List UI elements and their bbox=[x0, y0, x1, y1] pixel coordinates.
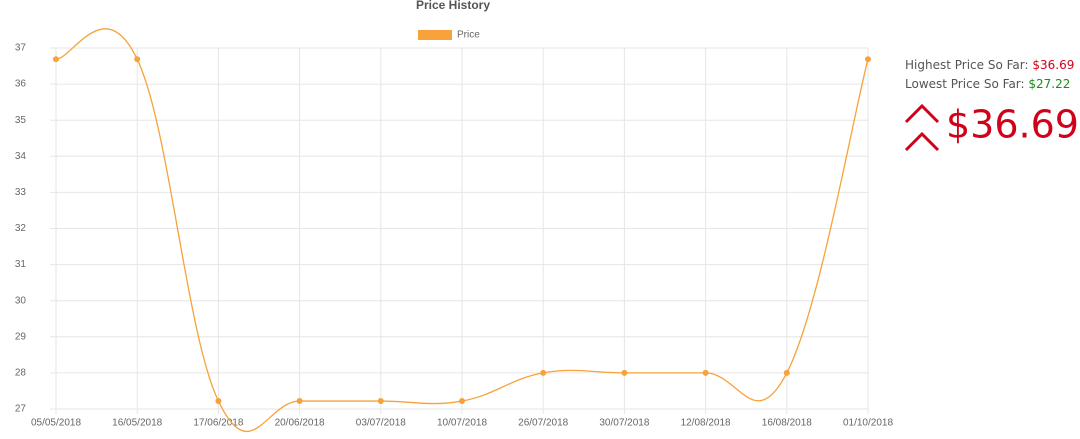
legend-swatch bbox=[418, 30, 452, 40]
y-tick-label: 34 bbox=[15, 151, 27, 162]
current-price: $36.69 bbox=[946, 103, 1079, 147]
x-tick-label: 16/08/2018 bbox=[762, 418, 812, 429]
x-tick-label: 30/07/2018 bbox=[599, 418, 649, 429]
lowest-label: Lowest Price So Far: $27.22 bbox=[905, 77, 1070, 91]
y-tick-label: 27 bbox=[15, 404, 27, 415]
point bbox=[296, 398, 303, 405]
legend-label: Price bbox=[457, 30, 480, 41]
x-tick-label: 17/06/2018 bbox=[193, 418, 243, 429]
legend: Price bbox=[418, 30, 480, 41]
point bbox=[215, 398, 222, 405]
x-tick-label: 26/07/2018 bbox=[518, 418, 568, 429]
chevron bbox=[904, 103, 940, 124]
y-tick-label: 37 bbox=[15, 43, 27, 54]
x-tick-label: 20/06/2018 bbox=[275, 418, 325, 429]
highest-label: Highest Price So Far: $36.69 bbox=[905, 58, 1074, 72]
x-tick-label: 12/08/2018 bbox=[681, 418, 731, 429]
point bbox=[540, 369, 547, 376]
y-tick-label: 36 bbox=[15, 79, 27, 90]
price-line bbox=[55, 28, 869, 432]
point bbox=[377, 398, 384, 405]
lowest-value: $27.22 bbox=[1028, 77, 1070, 91]
highest-value: $36.69 bbox=[1032, 58, 1074, 72]
point bbox=[134, 56, 141, 63]
up-chevrons bbox=[904, 103, 940, 152]
chevron bbox=[904, 131, 940, 152]
point bbox=[865, 56, 871, 63]
chart-title: Price History bbox=[416, 0, 490, 12]
x-tick-label: 16/05/2018 bbox=[112, 418, 162, 429]
x-tick-label: 01/10/2018 bbox=[843, 418, 893, 429]
y-tick-label: 30 bbox=[15, 295, 27, 306]
point bbox=[621, 369, 628, 376]
x-tick-label: 05/05/2018 bbox=[31, 418, 81, 429]
highest-label-text: Highest Price So Far: bbox=[905, 58, 1029, 72]
grid bbox=[50, 47, 869, 414]
point bbox=[702, 369, 709, 376]
y-tick-label: 29 bbox=[15, 331, 27, 342]
point bbox=[53, 56, 59, 63]
y-tick-label: 33 bbox=[15, 187, 27, 198]
y-tick-label: 35 bbox=[15, 115, 27, 126]
point bbox=[459, 398, 465, 405]
point bbox=[783, 369, 790, 376]
x-tick-label: 10/07/2018 bbox=[437, 418, 487, 429]
y-tick-label: 31 bbox=[15, 259, 27, 270]
lowest-label-text: Lowest Price So Far: bbox=[905, 77, 1025, 91]
y-tick-label: 28 bbox=[15, 368, 27, 379]
x-tick-label: 03/07/2018 bbox=[356, 418, 406, 429]
y-tick-label: 32 bbox=[15, 223, 27, 234]
